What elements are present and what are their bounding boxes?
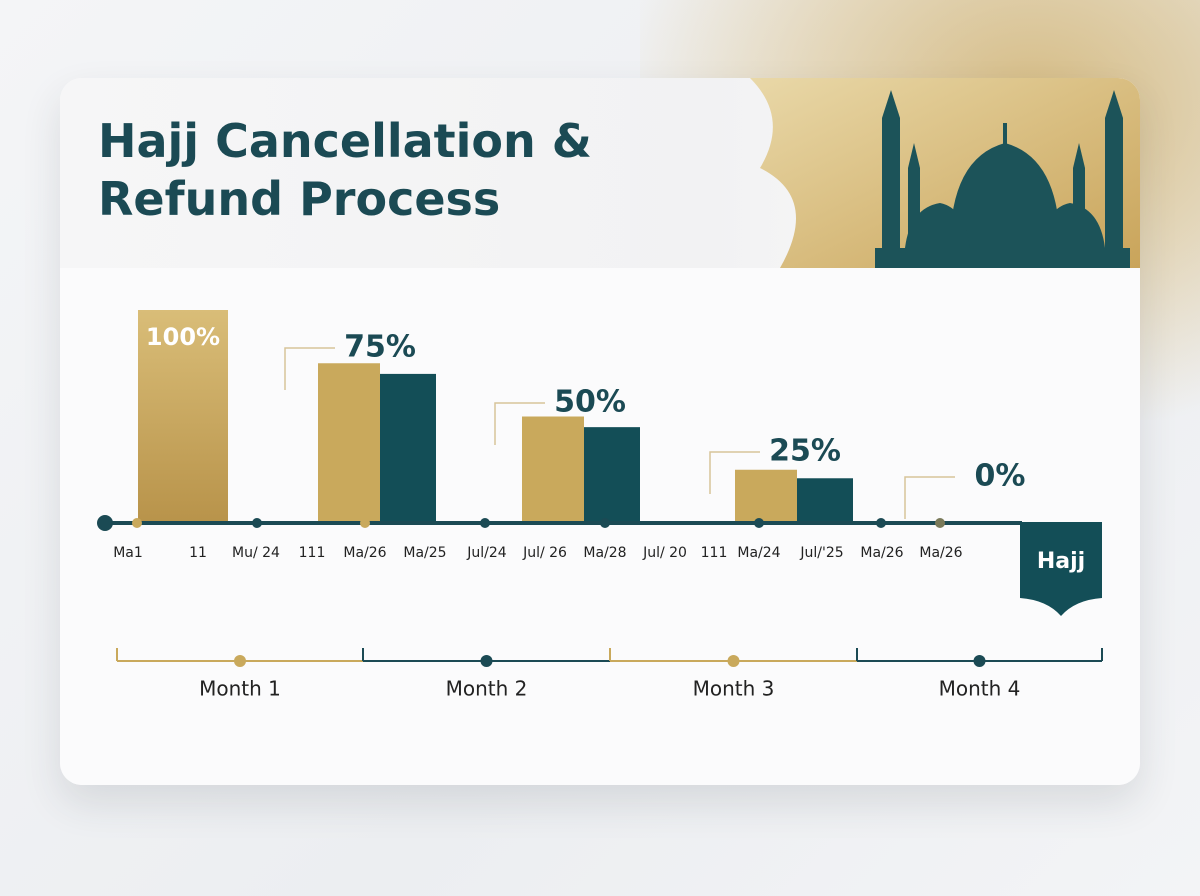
timeline-label: Ma/24 [737, 545, 780, 561]
bar [797, 478, 853, 523]
timeline-label: Jul/ 26 [522, 545, 567, 561]
value-label: 100% [146, 323, 220, 351]
timeline-label: Ma/26 [860, 545, 903, 561]
timeline-dot [935, 518, 945, 528]
leader-line [709, 451, 760, 494]
month-dot [727, 655, 740, 667]
leader-line [904, 476, 955, 519]
bar [584, 427, 640, 523]
timeline-start [97, 515, 113, 531]
month-dot [973, 655, 986, 667]
bar [522, 416, 584, 523]
timeline-label: 111 [701, 545, 728, 561]
timeline-dot [876, 518, 886, 528]
month-label: Month 4 [939, 677, 1021, 701]
month-dot [234, 655, 246, 667]
timeline-label: Jul/ 20 [642, 545, 687, 561]
timeline-dot [480, 518, 490, 528]
timeline-dot [754, 518, 764, 528]
banner-art [60, 78, 1140, 785]
value-label: 0% [975, 459, 1026, 494]
timeline-label: Jul/24 [466, 545, 507, 561]
leader-line [494, 402, 545, 445]
month-label: Month 3 [693, 677, 775, 701]
timeline-label: Ma/26 [343, 545, 386, 561]
bar [380, 373, 436, 523]
timeline-label: Ma/26 [919, 545, 962, 561]
value-label: 25% [769, 434, 841, 469]
timeline-label: Ma/25 [403, 545, 446, 561]
chart-title: Hajj Cancellation & Refund Process [98, 114, 592, 226]
month-label: Month 2 [446, 677, 528, 701]
timeline-dot [360, 518, 370, 528]
bar [318, 363, 380, 523]
timeline-dot [252, 518, 262, 528]
bar [138, 310, 228, 523]
timeline-label: Jul/'25 [799, 545, 843, 561]
timeline-label: Mu/ 24 [232, 545, 280, 561]
value-label: 50% [554, 385, 626, 420]
month-dot [480, 655, 493, 667]
end-badge-label: Hajj [1037, 549, 1085, 574]
mosque [875, 90, 1130, 268]
end-badge [1020, 522, 1102, 616]
timeline-label: 11 [189, 545, 207, 561]
timeline-dot [132, 518, 142, 528]
timeline-label: Ma1 [113, 545, 143, 561]
leader-line [284, 347, 335, 390]
timeline-dot [600, 518, 610, 528]
month-label: Month 1 [199, 677, 281, 701]
chart-panel [60, 268, 1140, 785]
timeline-label: Ma/28 [583, 545, 626, 561]
timeline-label: 111 [299, 545, 326, 561]
value-label: 75% [344, 330, 416, 365]
bar [735, 469, 797, 523]
